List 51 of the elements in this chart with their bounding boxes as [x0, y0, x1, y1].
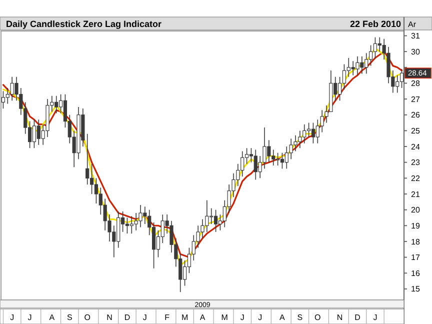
x-tick-label: A: [280, 312, 286, 322]
candlestick: [90, 164, 94, 194]
y-tick-label: 26: [411, 110, 420, 120]
x-tick-label: N: [336, 312, 343, 322]
candlestick: [368, 44, 373, 66]
candlestick: [280, 152, 284, 170]
y-tick-label: 30: [411, 47, 420, 56]
x-tick-label: D: [354, 312, 361, 322]
y-tick-label: 23: [411, 158, 420, 168]
candlestick: [214, 209, 218, 232]
x-tick-label: F: [164, 312, 170, 322]
x-tick-label: N: [106, 312, 113, 322]
chart-title: Daily Candlestick Zero Lag Indicator: [6, 19, 162, 29]
candlestick: [373, 36, 378, 58]
y-tick-label: 27: [411, 94, 420, 104]
y-tick-label: 19: [411, 221, 420, 230]
candlestick: [94, 178, 98, 204]
y-tick-label: 24: [411, 142, 420, 152]
y-tick-label: 16: [411, 268, 420, 278]
y-tick-label: 21: [411, 190, 420, 199]
chart-subtitle: 22 Feb 2010: [350, 19, 401, 29]
x-tick-label: J: [373, 312, 378, 322]
x-tick-label: A: [49, 312, 56, 322]
x-tick-label: O: [314, 312, 321, 322]
x-tick-label: O: [84, 312, 90, 322]
x-tick-label: M: [181, 312, 188, 322]
x-tick-label: J: [258, 312, 262, 322]
x-tick-label: A: [200, 312, 206, 322]
y-tick-label: 22: [411, 174, 420, 183]
y-tick-label: 25: [411, 126, 420, 136]
candlestick: [276, 152, 280, 166]
y-tick-label: 31: [411, 32, 420, 41]
candlestick: [32, 119, 36, 148]
x-tick-label: D: [124, 312, 130, 322]
x-tick-label: S: [66, 312, 72, 322]
y-tick-label: 20: [411, 206, 420, 215]
x-tick-label: J: [142, 312, 147, 322]
y-tick-label: 28: [411, 79, 420, 88]
x-tick-label: J: [28, 312, 32, 322]
candlestick: [86, 133, 90, 185]
y-tick-label: 18: [411, 237, 420, 246]
x-tick-label: S: [297, 312, 303, 322]
candlestick: [311, 122, 316, 144]
x-tick-label: J: [240, 312, 244, 322]
y-axis-title: Ar: [408, 20, 416, 29]
x-tick-label: M: [221, 312, 228, 322]
y-tick-label: 15: [411, 284, 420, 294]
candlestick: [125, 217, 130, 234]
y-tick-label: 17: [411, 253, 420, 262]
candlestick: [306, 122, 311, 138]
x-tick-label: J: [10, 312, 14, 322]
